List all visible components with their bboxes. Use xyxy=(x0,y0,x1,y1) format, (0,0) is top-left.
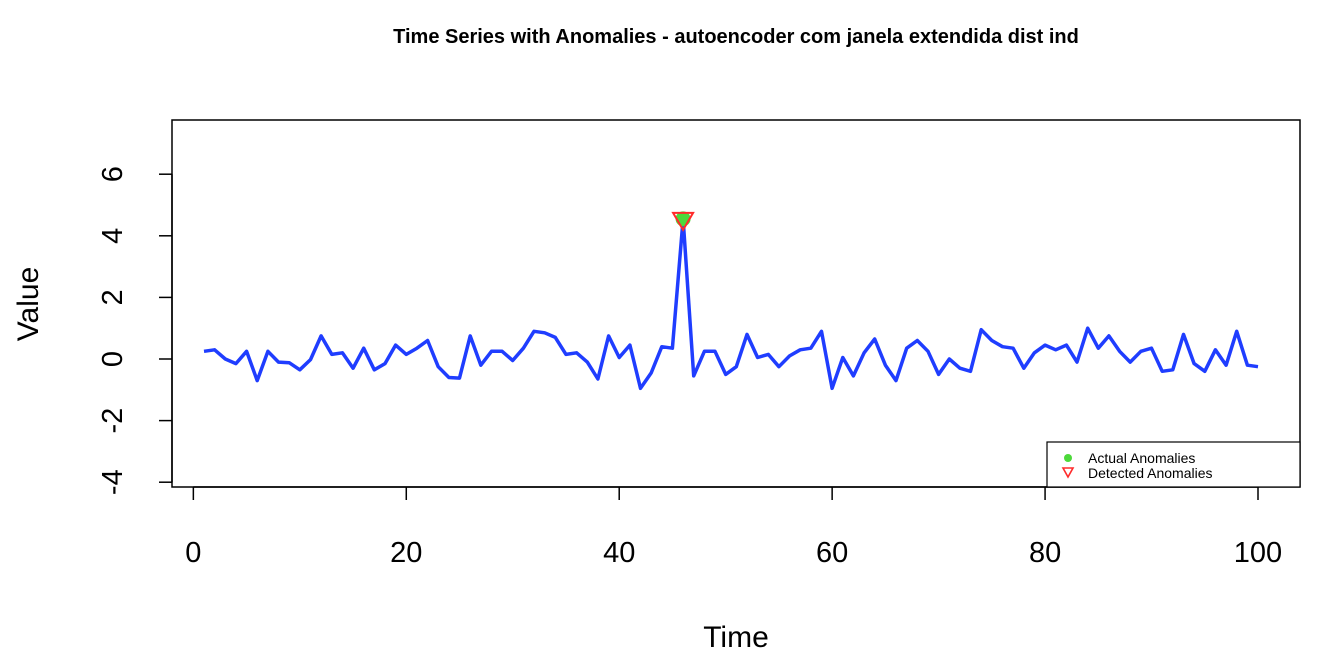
y-tick-label: -4 xyxy=(97,469,129,495)
x-tick-label: 20 xyxy=(390,537,422,569)
legend: Actual Anomalies Detected Anomalies xyxy=(1046,441,1301,488)
x-tick-label: 80 xyxy=(1029,537,1061,569)
y-tick-label: 0 xyxy=(97,351,129,367)
x-tick-label: 60 xyxy=(816,537,848,569)
y-axis: -4 -2 0 2 4 6 xyxy=(97,166,173,495)
y-tick-label: -2 xyxy=(97,408,129,434)
y-axis-title: Value xyxy=(12,267,45,342)
y-tick-label: 4 xyxy=(97,228,129,244)
chart-title: Time Series with Anomalies - autoencoder… xyxy=(393,26,1079,48)
legend-actual-anomalies-label: Actual Anomalies xyxy=(1088,450,1195,466)
x-axis: 0 20 40 60 80 100 xyxy=(185,486,1282,569)
series-layer xyxy=(203,217,1259,391)
legend-detected-anomalies-label: Detected Anomalies xyxy=(1088,465,1213,481)
x-tick-label: 0 xyxy=(185,537,201,569)
legend-actual-anomalies-icon xyxy=(1064,454,1072,462)
x-tick-label: 100 xyxy=(1234,537,1282,569)
x-axis-title: Time xyxy=(703,621,769,654)
plot-frame xyxy=(171,119,1301,488)
anomaly-markers xyxy=(671,211,695,232)
time-series-line xyxy=(203,217,1259,391)
legend-box xyxy=(1046,441,1301,488)
detected-anomaly-point xyxy=(671,211,695,232)
y-tick-label: 2 xyxy=(97,289,129,305)
legend-detected-anomalies-icon xyxy=(1061,467,1075,479)
x-tick-label: 40 xyxy=(603,537,635,569)
y-tick-label: 6 xyxy=(97,166,129,182)
